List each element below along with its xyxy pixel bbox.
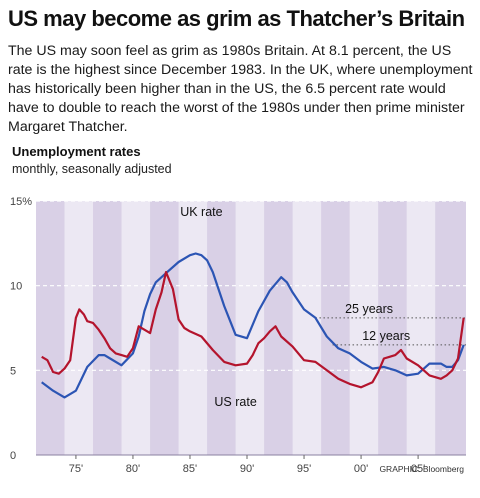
y-tick-label: 10 bbox=[10, 281, 22, 293]
shaded-band-0 bbox=[36, 201, 65, 455]
x-tick-label: 00' bbox=[354, 463, 368, 475]
credit-text: GRAPHIC: Bloomberg bbox=[379, 464, 464, 474]
x-tick-label: 90' bbox=[240, 463, 254, 475]
x-tick-label: 05' bbox=[411, 463, 425, 475]
x-tick-label: 75' bbox=[69, 463, 83, 475]
shaded-band-3 bbox=[207, 201, 236, 455]
chart-title: Unemployment rates bbox=[12, 144, 141, 159]
us-rate-line bbox=[41, 271, 465, 389]
uk-rate-line bbox=[41, 252, 465, 399]
shaded-band-4 bbox=[264, 201, 293, 455]
shaded-band-7 bbox=[435, 201, 466, 455]
intro-paragraph: The US may soon feel as grim as 1980s Br… bbox=[8, 43, 473, 135]
headline: US may become as grim as Thatcher’s Brit… bbox=[8, 6, 465, 31]
uk-rate-label: UK rate bbox=[180, 205, 222, 219]
shaded-band-2 bbox=[150, 201, 179, 455]
x-tick-label: 80' bbox=[126, 463, 140, 475]
shaded-band-6 bbox=[378, 201, 407, 455]
y-tick-label: 0 bbox=[10, 450, 16, 462]
x-tick-label: 85' bbox=[183, 463, 197, 475]
x-tick-label: 95' bbox=[297, 463, 311, 475]
y-tick-label: 5 bbox=[10, 365, 16, 377]
reference-label-0: 25 years bbox=[345, 302, 393, 316]
reference-label-1: 12 years bbox=[362, 329, 410, 343]
chart-subtitle: monthly, seasonally adjusted bbox=[12, 162, 172, 176]
us-rate-label: US rate bbox=[214, 395, 256, 409]
y-tick-label: 15% bbox=[10, 196, 32, 208]
shaded-band-5 bbox=[321, 201, 350, 455]
